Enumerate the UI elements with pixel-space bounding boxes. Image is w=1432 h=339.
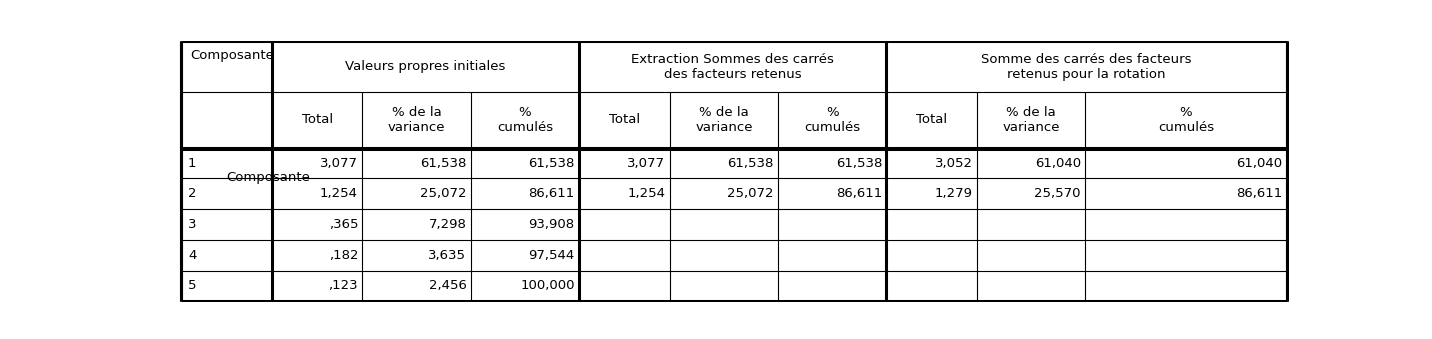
Text: ,182: ,182	[328, 249, 358, 262]
Text: 61,538: 61,538	[836, 157, 882, 170]
Text: Composante: Composante	[226, 171, 311, 184]
Text: 93,908: 93,908	[528, 218, 574, 231]
Text: Total: Total	[302, 113, 332, 126]
Text: 97,544: 97,544	[528, 249, 574, 262]
Text: 5: 5	[188, 279, 196, 292]
Text: 25,570: 25,570	[1034, 187, 1081, 200]
Text: 3,635: 3,635	[428, 249, 467, 262]
Text: 3,077: 3,077	[321, 157, 358, 170]
Text: 1,254: 1,254	[627, 187, 666, 200]
Text: 1,279: 1,279	[935, 187, 972, 200]
Text: % de la
variance: % de la variance	[1002, 106, 1060, 134]
Text: %
cumulés: % cumulés	[805, 106, 861, 134]
Text: 61,040: 61,040	[1236, 157, 1282, 170]
Text: 1: 1	[188, 157, 196, 170]
Text: 1,254: 1,254	[321, 187, 358, 200]
Text: Extraction Sommes des carrés
des facteurs retenus: Extraction Sommes des carrés des facteur…	[632, 53, 835, 81]
Text: ,123: ,123	[328, 279, 358, 292]
Text: ,365: ,365	[328, 218, 358, 231]
Text: 86,611: 86,611	[1236, 187, 1282, 200]
Text: Total: Total	[609, 113, 640, 126]
Text: %
cumulés: % cumulés	[1158, 106, 1214, 134]
Text: % de la
variance: % de la variance	[695, 106, 753, 134]
Text: 86,611: 86,611	[836, 187, 882, 200]
Text: 61,538: 61,538	[420, 157, 467, 170]
Text: % de la
variance: % de la variance	[388, 106, 445, 134]
Text: 86,611: 86,611	[528, 187, 574, 200]
Text: 3,077: 3,077	[627, 157, 666, 170]
Text: 25,072: 25,072	[727, 187, 773, 200]
Text: 2,456: 2,456	[428, 279, 467, 292]
Text: Total: Total	[916, 113, 948, 126]
Text: 7,298: 7,298	[428, 218, 467, 231]
Text: %
cumulés: % cumulés	[497, 106, 553, 134]
Text: Composante: Composante	[190, 49, 274, 62]
Text: Somme des carrés des facteurs
retenus pour la rotation: Somme des carrés des facteurs retenus po…	[981, 53, 1191, 81]
Text: Valeurs propres initiales: Valeurs propres initiales	[345, 60, 505, 73]
Text: 61,538: 61,538	[727, 157, 773, 170]
Text: 3: 3	[188, 218, 196, 231]
Text: 61,040: 61,040	[1035, 157, 1081, 170]
Text: 3,052: 3,052	[935, 157, 972, 170]
Text: 2: 2	[188, 187, 196, 200]
Text: 61,538: 61,538	[528, 157, 574, 170]
Text: 100,000: 100,000	[520, 279, 574, 292]
Text: 4: 4	[188, 249, 196, 262]
Text: 25,072: 25,072	[420, 187, 467, 200]
